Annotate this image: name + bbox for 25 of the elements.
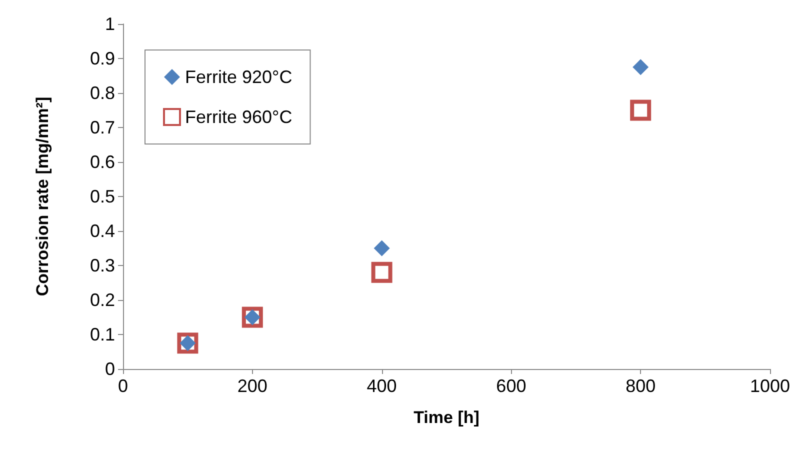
- x-tick-label: 1000: [750, 376, 790, 396]
- point: [371, 262, 392, 283]
- x-tick-label: 0: [118, 376, 128, 396]
- y-tick-label: 0.4: [90, 221, 115, 241]
- y-tick-label: 1: [104, 14, 115, 34]
- y-tick-label: 0: [104, 359, 115, 379]
- y-tick-label: 0.3: [90, 256, 115, 276]
- y-tick-label: 0.2: [90, 290, 115, 310]
- legend-label: Ferrite 960°C: [185, 107, 292, 127]
- y-tick-label: 0.5: [90, 186, 115, 206]
- x-tick-label: 800: [626, 376, 656, 396]
- x-tick-label: 400: [366, 376, 397, 396]
- y-tick-label: 0.9: [90, 48, 115, 68]
- point: [632, 59, 649, 76]
- y-tick-label: 0.7: [90, 118, 115, 138]
- x-tick-label: 600: [496, 376, 526, 396]
- legend-label: Ferrite 920°C: [185, 67, 292, 87]
- y-axis-title: Corrosion rate [mg/mm²]: [33, 96, 52, 296]
- y-tick-label: 0.8: [90, 83, 115, 103]
- y-tick-label: 0.6: [90, 152, 115, 172]
- point: [374, 240, 390, 256]
- x-tick-label: 200: [237, 376, 268, 396]
- y-tick-label: 0.1: [90, 324, 115, 344]
- x-axis-title: Time [h]: [414, 408, 480, 427]
- point: [630, 100, 652, 121]
